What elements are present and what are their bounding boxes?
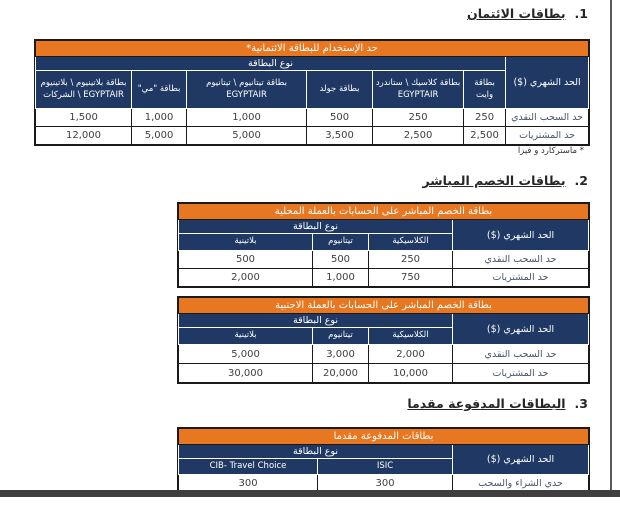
value-cell: 300: [317, 474, 454, 493]
card-type-cell: تيتانيوم: [312, 233, 369, 251]
prepaid-cards-table: بطاقات المدفوعة مقدما الحد الشهري ($) نو…: [177, 428, 590, 493]
monthly-limit-header: الحد الشهري ($): [452, 219, 589, 251]
value-cell: 10,000: [368, 363, 454, 383]
value-cell: 5,000: [186, 126, 308, 145]
card-type-cell: بطاقة جولد: [306, 70, 374, 109]
card-type-header: نوع البطاقة: [177, 313, 454, 328]
value-cell: 2,500: [463, 126, 507, 145]
value-cell: 30,000: [177, 363, 314, 383]
card-type-cell: بطاقة كلاسيك \ ستاندرد EGYPTAIR: [372, 70, 465, 109]
value-cell: 20,000: [312, 363, 370, 383]
card-type-header: نوع البطاقة: [177, 444, 454, 459]
page-bottom-edge: [0, 490, 620, 497]
card-type-header: نوع البطاقة: [34, 56, 507, 71]
value-cell: 250: [372, 108, 465, 127]
section-number: 2.: [574, 173, 588, 188]
value-cell: 250: [368, 250, 453, 269]
card-type-cell: بطاقة بلاتينيوم \ بلاتينيوم EGYPTAIR \ ا…: [34, 70, 133, 109]
value-cell: 500: [306, 108, 374, 127]
value-cell: 5,000: [131, 126, 188, 145]
debit-foreign-table: بطاقة الخصم المباشر على الحسابات بالعملة…: [177, 297, 590, 383]
section-title: بطاقات الائتمان: [467, 6, 566, 21]
row-label-cell: حد السحب النقدي: [505, 108, 590, 127]
value-cell: 500: [178, 250, 313, 269]
value-cell: 1,000: [312, 268, 369, 287]
debit-local-table: بطاقة الخصم المباشر على الحسابات بالعملة…: [178, 203, 589, 287]
table-row: حد المشتريات 10,000 20,000 30,000: [177, 363, 590, 383]
value-cell: 3,000: [312, 344, 370, 364]
value-cell: 5,000: [177, 344, 314, 364]
section-heading-prepaid-cards: 3. البطاقات المدفوعة مقدما: [407, 396, 588, 411]
row-label-cell: حد السحب النقدي: [452, 250, 589, 269]
card-type-cell: بطاقة تيتانيوم \ تيتانيوم EGYPTAIR: [186, 70, 308, 109]
monthly-limit-header: الحد الشهري ($): [452, 444, 590, 475]
card-type-header: نوع البطاقة: [178, 219, 453, 234]
table-row: حد السحب النقدي 250 250 500 1,000 1,000 …: [34, 108, 590, 127]
card-type-cell: بلاتينية: [178, 233, 313, 251]
value-cell: 1,000: [186, 108, 308, 127]
section-heading-debit-cards: 2. بطاقات الخصم المباشر: [423, 173, 589, 188]
card-type-cell: الكلاسيكية: [368, 233, 453, 251]
table-row: حد السحب النقدي 2,000 3,000 5,000: [177, 344, 590, 364]
section-title: البطاقات المدفوعة مقدما: [407, 396, 566, 411]
card-type-cell: تيتانيوم: [312, 327, 370, 345]
row-label-cell: حد المشتريات: [452, 268, 589, 287]
table-row: حد المشتريات 2,500 2,500 3,500 5,000 5,0…: [34, 126, 590, 145]
table-title: حد الإستخدام للبطاقة الائتمانية*: [34, 40, 590, 57]
value-cell: 1,500: [34, 108, 133, 127]
value-cell: 750: [368, 268, 453, 287]
footnote: * ماستركارد و فيزا: [517, 146, 584, 156]
row-label-cell: حد المشتريات: [452, 363, 590, 383]
monthly-limit-header: الحد الشهري ($): [452, 313, 590, 345]
section-number: 3.: [574, 396, 588, 411]
card-type-cell: الكلاسيكية: [368, 327, 454, 345]
section-number: 1.: [574, 6, 588, 21]
table-row: حد السحب النقدي 250 500 500: [178, 250, 589, 269]
value-cell: 1,000: [131, 108, 188, 127]
page-right-edge: [610, 0, 612, 490]
table-title: بطاقات المدفوعة مقدما: [177, 428, 590, 445]
table-row: حد المشتريات 750 1,000 2,000: [178, 268, 589, 287]
monthly-limit-header: الحد الشهري ($): [505, 56, 590, 109]
card-type-cell: CIB- Travel Choice: [177, 458, 319, 475]
card-type-cell: بطاقة "مي": [131, 70, 188, 109]
value-cell: 2,000: [368, 344, 454, 364]
table-title: بطاقة الخصم المباشر على الحسابات بالعملة…: [177, 297, 590, 314]
value-cell: 500: [312, 250, 369, 269]
value-cell: 2,000: [178, 268, 313, 287]
section-heading-credit-cards: 1. بطاقات الائتمان: [467, 6, 588, 21]
credit-cards-table: حد الإستخدام للبطاقة الائتمانية* الحد ال…: [34, 40, 590, 145]
value-cell: 2,500: [372, 126, 465, 145]
card-type-cell: ISIC: [317, 458, 454, 475]
row-label-cell: حدي الشراء والسحب: [452, 474, 590, 493]
section-title: بطاقات الخصم المباشر: [422, 173, 566, 188]
row-label-cell: حد المشتريات: [505, 126, 590, 145]
value-cell: 12,000: [34, 126, 133, 145]
value-cell: 250: [463, 108, 507, 127]
row-label-cell: حد السحب النقدي: [452, 344, 590, 364]
card-type-cell: بطاقة وايت: [463, 70, 507, 109]
card-type-cell: بلاتينية: [177, 327, 314, 345]
value-cell: 3,500: [306, 126, 374, 145]
table-title: بطاقة الخصم المباشر على الحسابات بالعملة…: [178, 203, 589, 220]
